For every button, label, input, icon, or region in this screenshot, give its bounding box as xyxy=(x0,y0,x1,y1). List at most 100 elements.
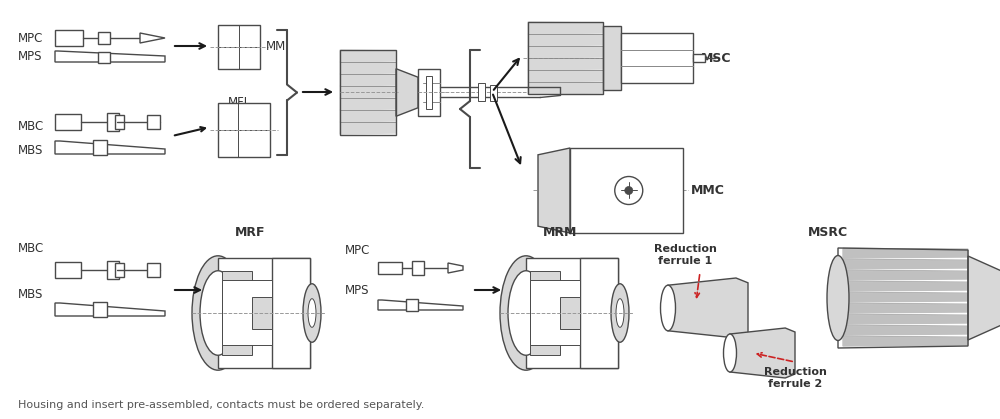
Bar xyxy=(147,263,160,277)
Polygon shape xyxy=(340,74,396,86)
Bar xyxy=(530,280,580,346)
Ellipse shape xyxy=(625,186,633,194)
Bar xyxy=(530,272,560,354)
Ellipse shape xyxy=(611,284,629,342)
Text: MSRC: MSRC xyxy=(808,225,848,238)
Bar xyxy=(98,52,110,63)
Bar xyxy=(340,50,396,135)
Polygon shape xyxy=(396,69,418,116)
Bar xyxy=(570,148,683,233)
Text: MBS: MBS xyxy=(18,143,43,157)
Text: MPC: MPC xyxy=(345,243,370,256)
Bar xyxy=(426,76,432,109)
Bar xyxy=(222,280,272,346)
Polygon shape xyxy=(730,328,795,378)
Polygon shape xyxy=(448,263,463,273)
Polygon shape xyxy=(340,86,396,98)
Text: MPS: MPS xyxy=(18,51,42,64)
Polygon shape xyxy=(528,82,603,94)
Text: MRF: MRF xyxy=(235,225,265,238)
Text: MPC: MPC xyxy=(18,31,43,44)
Bar xyxy=(93,302,107,317)
Bar xyxy=(107,113,119,131)
Polygon shape xyxy=(843,293,968,302)
Text: MBC: MBC xyxy=(18,241,44,254)
Polygon shape xyxy=(528,70,603,82)
Bar xyxy=(412,261,424,275)
Text: MRM: MRM xyxy=(543,225,577,238)
Bar xyxy=(55,114,81,130)
Bar xyxy=(378,262,402,274)
Ellipse shape xyxy=(615,176,643,204)
Bar xyxy=(115,115,124,129)
Polygon shape xyxy=(668,278,748,338)
Polygon shape xyxy=(140,33,165,43)
Ellipse shape xyxy=(660,285,676,331)
Bar xyxy=(418,69,440,116)
Polygon shape xyxy=(528,46,603,58)
Text: MMI: MMI xyxy=(266,41,290,54)
Text: MSC: MSC xyxy=(701,52,732,65)
Bar xyxy=(693,54,705,62)
Polygon shape xyxy=(55,51,165,62)
Text: Reduction
ferrule 1: Reduction ferrule 1 xyxy=(654,244,716,266)
Bar xyxy=(55,262,81,278)
Bar xyxy=(98,32,110,44)
Bar xyxy=(478,83,485,101)
Text: MBS: MBS xyxy=(18,289,43,302)
Polygon shape xyxy=(843,337,968,346)
Bar xyxy=(580,259,618,367)
Bar xyxy=(490,85,497,101)
Ellipse shape xyxy=(500,256,552,370)
Ellipse shape xyxy=(192,256,244,370)
Polygon shape xyxy=(340,98,396,110)
Bar xyxy=(526,259,618,367)
Bar xyxy=(218,259,310,367)
Polygon shape xyxy=(843,282,968,291)
Polygon shape xyxy=(528,34,603,46)
Bar xyxy=(272,259,310,367)
Bar xyxy=(115,263,124,277)
Polygon shape xyxy=(378,300,463,310)
Polygon shape xyxy=(843,260,968,269)
Polygon shape xyxy=(843,326,968,335)
Ellipse shape xyxy=(303,284,321,342)
Ellipse shape xyxy=(616,299,624,327)
Bar xyxy=(252,297,272,328)
Ellipse shape xyxy=(308,299,316,327)
Bar xyxy=(560,297,580,328)
Polygon shape xyxy=(843,249,968,258)
Bar xyxy=(621,33,693,83)
Polygon shape xyxy=(538,148,570,233)
Bar xyxy=(147,115,160,129)
Bar xyxy=(107,261,119,279)
Polygon shape xyxy=(340,50,396,62)
Polygon shape xyxy=(55,303,165,316)
Polygon shape xyxy=(340,62,396,74)
Ellipse shape xyxy=(724,334,736,372)
Bar xyxy=(528,22,603,94)
Polygon shape xyxy=(340,122,396,134)
Bar xyxy=(406,299,418,311)
Text: MFI: MFI xyxy=(228,96,248,109)
Ellipse shape xyxy=(827,256,849,341)
Polygon shape xyxy=(843,271,968,280)
Ellipse shape xyxy=(200,271,236,355)
Text: MMC: MMC xyxy=(691,184,725,197)
Text: Reduction
ferrule 2: Reduction ferrule 2 xyxy=(764,367,826,389)
Ellipse shape xyxy=(508,271,544,355)
Text: MBC: MBC xyxy=(18,121,44,134)
Polygon shape xyxy=(340,110,396,122)
Text: MPS: MPS xyxy=(345,284,370,297)
Bar xyxy=(603,26,621,90)
Polygon shape xyxy=(968,256,1000,340)
Polygon shape xyxy=(528,58,603,70)
Polygon shape xyxy=(55,141,165,154)
Polygon shape xyxy=(528,22,603,34)
Bar xyxy=(218,25,260,69)
Bar xyxy=(222,272,252,354)
Text: Housing and insert pre-assembled, contacts must be ordered separately.: Housing and insert pre-assembled, contac… xyxy=(18,400,424,410)
Polygon shape xyxy=(843,304,968,313)
Bar xyxy=(55,30,83,46)
Bar xyxy=(218,103,270,157)
